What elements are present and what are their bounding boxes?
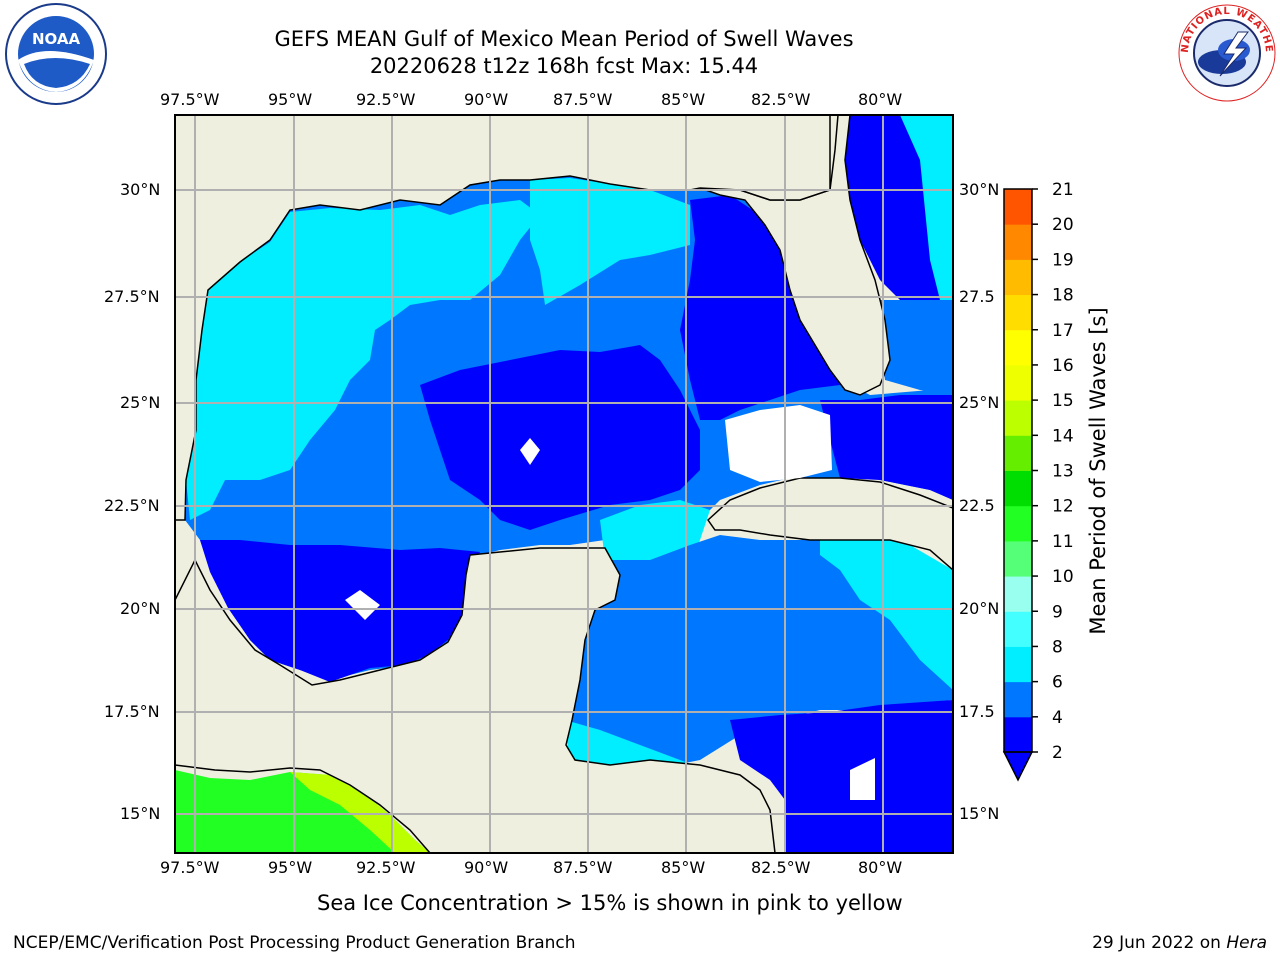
lat-label-right: 15°N	[959, 804, 1000, 823]
map-title: GEFS MEAN Gulf of Mexico Mean Period of …	[274, 27, 854, 51]
colorbar-extend-arrow	[1002, 751, 1034, 782]
lat-label-right: 20°N	[959, 599, 1000, 618]
map-frame	[174, 114, 954, 854]
colorbar-block	[1004, 646, 1032, 683]
lat-label-left: 27.5°N	[104, 287, 160, 306]
gulf-swell-cyan	[186, 200, 540, 520]
lon-label-bottom: 97.5°W	[160, 858, 220, 877]
lat-label-left: 22.5°N	[104, 496, 160, 515]
lat-label-left: 17.5°N	[104, 702, 160, 721]
colorbar-tick-label: 10	[1052, 567, 1074, 587]
lon-label-top: 92.5°W	[356, 90, 416, 109]
colorbar-tick-label: 12	[1052, 497, 1074, 517]
colorbar-block	[1004, 681, 1032, 718]
colorbar-block	[1004, 470, 1032, 507]
colorbar-block	[1004, 576, 1032, 612]
missing-data-patch	[850, 758, 875, 800]
machine-name: Hera	[1226, 933, 1267, 953]
straits-swell-deep	[820, 395, 953, 500]
lon-label-bottom: 80°W	[858, 858, 903, 877]
lon-label-top: 82.5°W	[751, 90, 811, 109]
lon-label-bottom: 95°W	[268, 858, 313, 877]
lat-label-right: 30°N	[959, 180, 1000, 199]
colorbar-block	[1004, 189, 1032, 225]
lon-label-top: 95°W	[268, 90, 313, 109]
cuba-land	[707, 477, 953, 571]
colorbar-tick-label: 18	[1052, 286, 1074, 306]
gulf-swell-deep-sw	[200, 540, 480, 682]
credit-text: NCEP/EMC/Verification Post Processing Pr…	[13, 933, 576, 953]
colorbar-block	[1004, 505, 1032, 542]
colorbar-block	[1004, 400, 1032, 436]
lat-label-left: 20°N	[120, 599, 161, 618]
colorbar-tick-label: 11	[1052, 532, 1074, 552]
colorbar-tick-label: 9	[1052, 602, 1063, 622]
colorbar-block	[1004, 294, 1032, 331]
missing-data-patch	[345, 590, 380, 620]
colorbar-tick-label: 2	[1052, 743, 1063, 763]
colorbar-tick-label: 19	[1052, 250, 1074, 270]
colorbar-tick-label: 16	[1052, 356, 1074, 376]
colorbar-block	[1004, 716, 1032, 753]
colorbar-block	[1004, 259, 1032, 296]
lon-label-bottom: 87.5°W	[553, 858, 613, 877]
noaa-logo: NOAA	[4, 2, 108, 110]
lon-label-top: 90°W	[464, 90, 509, 109]
lon-label-bottom: 82.5°W	[751, 858, 811, 877]
colorbar-block	[1004, 329, 1032, 366]
sea-ice-note: Sea Ice Concentration > 15% is shown in …	[317, 891, 903, 915]
colorbar-tick-label: 6	[1052, 673, 1063, 693]
colorbar-block	[1004, 224, 1032, 260]
map-subtitle: 20220628 t12z 168h fcst Max: 15.44	[369, 54, 759, 78]
lon-label-top: 97.5°W	[160, 90, 220, 109]
lat-label-right: 22.5	[959, 496, 995, 515]
colorbar-tick-label: 21	[1052, 180, 1074, 200]
map-gridlines	[175, 115, 953, 853]
lat-label-right: 27.5	[959, 287, 995, 306]
lon-label-bottom: 92.5°W	[356, 858, 416, 877]
colorbar-block	[1004, 611, 1032, 647]
colorbar-tick-label: 14	[1052, 426, 1074, 446]
colorbar-block	[1004, 364, 1032, 401]
colorbar-tick-label: 4	[1052, 708, 1063, 728]
pacific-swell-yellowgreen	[290, 772, 430, 853]
florida-land	[699, 115, 891, 396]
lat-label-left: 25°N	[120, 393, 161, 412]
lon-label-bottom: 90°W	[464, 858, 509, 877]
colorbar-tick-label: 15	[1052, 391, 1074, 411]
colorbar-tick-label: 17	[1052, 321, 1074, 341]
lon-label-top: 80°W	[858, 90, 903, 109]
colorbar-block	[1004, 435, 1032, 471]
missing-data-patch	[520, 438, 540, 465]
gulf-swell-deep-east	[680, 195, 840, 420]
run-date: 29 Jun 2022 on Hera	[1092, 933, 1267, 953]
colorbar-tick-label: 13	[1052, 462, 1074, 482]
colorbar-label: Mean Period of Swell Waves [s]	[1086, 307, 1110, 635]
missing-data-patch	[725, 405, 832, 482]
lon-label-bottom: 85°W	[661, 858, 706, 877]
lon-label-top: 85°W	[661, 90, 706, 109]
svg-text:NOAA: NOAA	[32, 30, 81, 48]
colorbar-block	[1004, 540, 1032, 577]
gulf-swell-cyan-north	[530, 178, 690, 305]
lat-label-left: 15°N	[120, 804, 161, 823]
lat-label-right: 25°N	[959, 393, 1000, 412]
run-date-prefix: 29 Jun 2022 on	[1092, 933, 1227, 953]
atlantic-swell-mid	[880, 300, 953, 395]
colorbar-tick-label: 8	[1052, 637, 1063, 657]
lon-label-top: 87.5°W	[553, 90, 613, 109]
lat-label-right: 17.5	[959, 702, 995, 721]
colorbar-tick-label: 20	[1052, 215, 1074, 235]
pacific-swell-green	[175, 770, 430, 853]
lat-label-left: 30°N	[120, 180, 161, 199]
atlantic-swell-cyan	[900, 115, 953, 300]
nws-logo: NATIONAL WEATHER SERVICE	[1172, 0, 1278, 108]
